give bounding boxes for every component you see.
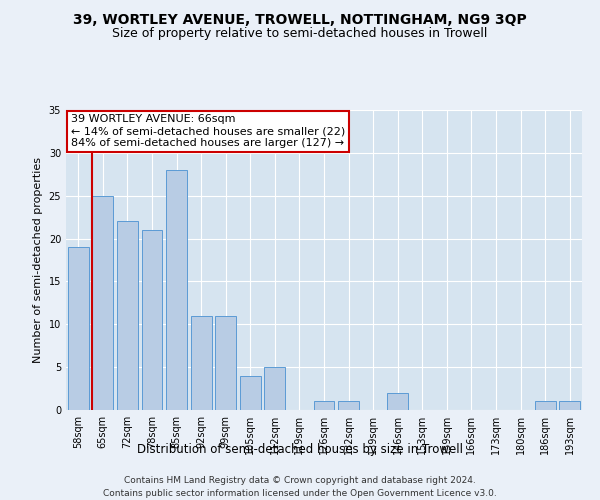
Text: Size of property relative to semi-detached houses in Trowell: Size of property relative to semi-detach…: [112, 28, 488, 40]
Bar: [338, 402, 359, 410]
Text: Contains public sector information licensed under the Open Government Licence v3: Contains public sector information licen…: [103, 489, 497, 498]
Bar: [191, 316, 212, 410]
Bar: [559, 402, 580, 410]
Bar: [142, 230, 163, 410]
Bar: [166, 170, 187, 410]
Text: Distribution of semi-detached houses by size in Trowell: Distribution of semi-detached houses by …: [137, 442, 463, 456]
Y-axis label: Number of semi-detached properties: Number of semi-detached properties: [33, 157, 43, 363]
Bar: [314, 402, 334, 410]
Bar: [240, 376, 261, 410]
Bar: [215, 316, 236, 410]
Bar: [265, 367, 286, 410]
Text: 39 WORTLEY AVENUE: 66sqm
← 14% of semi-detached houses are smaller (22)
84% of s: 39 WORTLEY AVENUE: 66sqm ← 14% of semi-d…: [71, 114, 346, 148]
Text: 39, WORTLEY AVENUE, TROWELL, NOTTINGHAM, NG9 3QP: 39, WORTLEY AVENUE, TROWELL, NOTTINGHAM,…: [73, 12, 527, 26]
Bar: [387, 393, 408, 410]
Bar: [117, 222, 138, 410]
Bar: [535, 402, 556, 410]
Text: Contains HM Land Registry data © Crown copyright and database right 2024.: Contains HM Land Registry data © Crown c…: [124, 476, 476, 485]
Bar: [68, 247, 89, 410]
Bar: [92, 196, 113, 410]
